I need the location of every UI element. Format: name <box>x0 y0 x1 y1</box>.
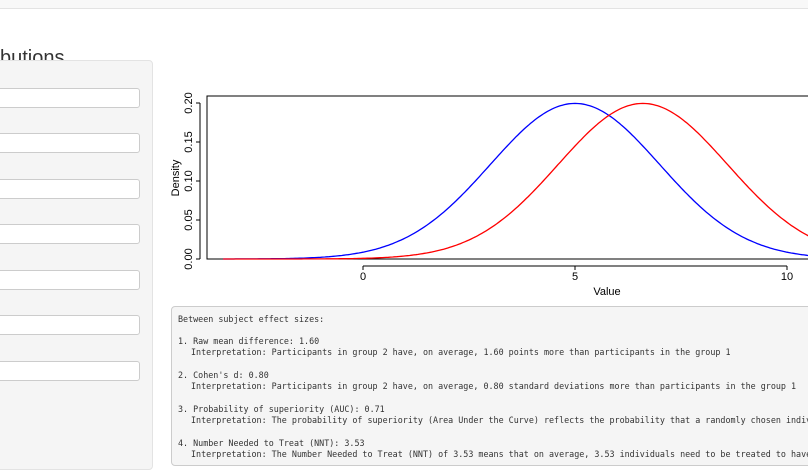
plot-frame <box>206 95 808 260</box>
input-field-4[interactable] <box>0 224 140 244</box>
y-tick-label: 0.15 <box>183 131 195 152</box>
input-field-7[interactable] <box>0 361 140 381</box>
y-tick-label: 0.10 <box>183 170 195 191</box>
input-field-2[interactable] <box>0 133 140 153</box>
output-line: 2. Cohen's d: 0.80 <box>178 370 269 380</box>
input-field-3[interactable] <box>0 179 140 199</box>
effect-size-output: Between subject effect sizes: 1. Raw mea… <box>171 306 808 466</box>
x-axis-label: Value <box>593 286 620 298</box>
output-line: Interpretation: The probability of super… <box>191 415 808 425</box>
density-plot: 0 5 10 Value 0.00 0.05 0.10 0.15 0.20 Density <box>160 85 808 300</box>
y-tick-label: 0.00 <box>183 248 195 269</box>
input-field-5[interactable] <box>0 270 140 290</box>
output-line: Interpretation: Participants in group 2 … <box>191 347 731 357</box>
y-axis-label: Density <box>170 159 182 196</box>
x-tick-label: 10 <box>781 271 793 283</box>
output-line: Interpretation: The Number Needed to Tre… <box>191 449 808 459</box>
x-tick-label: 5 <box>572 271 578 283</box>
output-line: Between subject effect sizes: <box>178 314 325 324</box>
sidebar-panel <box>0 60 153 470</box>
density-chart-svg: 0 5 10 Value 0.00 0.05 0.10 0.15 0.20 Density <box>170 92 808 298</box>
output-line: 1. Raw mean difference: 1.60 <box>178 336 320 346</box>
density-curve-1 <box>223 102 808 260</box>
output-line: Interpretation: Participants in group 2 … <box>191 381 797 391</box>
output-line: 4. Number Needed to Treat (NNT): 3.53 <box>178 438 365 448</box>
y-tick-label: 0.20 <box>183 92 195 113</box>
density-curve-2 <box>223 102 808 260</box>
input-field-6[interactable] <box>0 315 140 335</box>
output-line: 3. Probability of superiority (AUC): 0.7… <box>178 404 385 414</box>
y-tick-label: 0.05 <box>183 209 195 230</box>
x-tick-label: 0 <box>360 271 366 283</box>
top-navbar <box>0 0 808 9</box>
input-field-1[interactable] <box>0 88 140 108</box>
